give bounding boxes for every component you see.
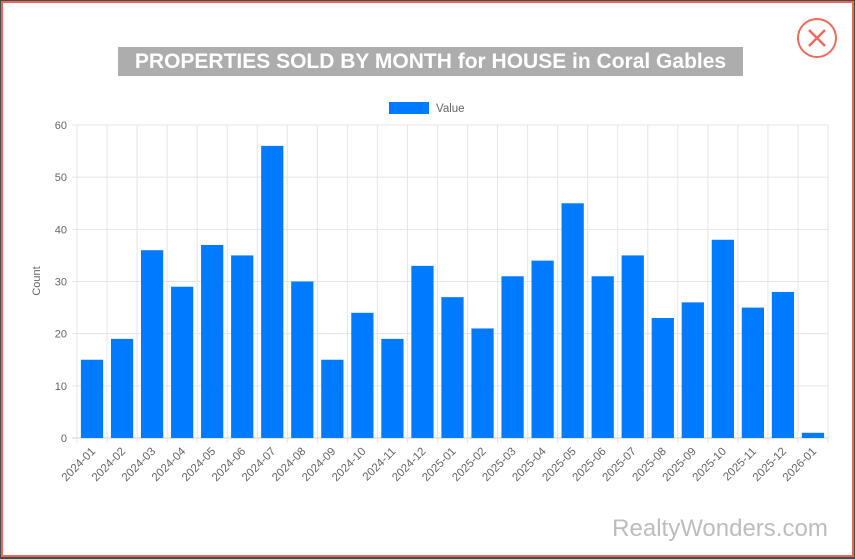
y-tick-label: 0	[61, 433, 67, 445]
bar	[110, 338, 134, 438]
close-button[interactable]	[797, 18, 837, 58]
bar	[351, 312, 374, 438]
legend-swatch	[389, 102, 429, 114]
legend-label: Value	[436, 103, 465, 115]
chart-title: PROPERTIES SOLD BY MONTH for HOUSE in Co…	[118, 47, 743, 76]
y-axis-label: Count	[31, 266, 43, 295]
bar	[591, 276, 614, 438]
bar	[201, 244, 224, 438]
bar	[471, 328, 494, 438]
bar	[231, 255, 254, 438]
bar	[741, 307, 765, 438]
bar	[531, 260, 554, 438]
y-tick-label: 50	[55, 172, 67, 184]
close-icon	[808, 29, 826, 47]
bar	[291, 281, 314, 438]
bar	[711, 239, 734, 438]
bar	[321, 359, 344, 438]
y-tick-label: 30	[55, 277, 67, 289]
bar	[140, 250, 164, 438]
bar	[501, 276, 524, 438]
bar	[411, 265, 434, 438]
bar	[261, 145, 284, 438]
bar	[651, 318, 674, 438]
bar	[681, 302, 704, 438]
y-tick-label: 20	[55, 329, 67, 341]
bar-chart: 01020304050602024-012024-022024-032024-0…	[31, 102, 829, 542]
bar	[561, 203, 584, 438]
bar	[621, 255, 644, 438]
bar	[771, 291, 795, 438]
bar	[171, 286, 194, 438]
bar	[801, 432, 825, 438]
bar	[80, 359, 104, 438]
bar	[441, 297, 464, 438]
y-tick-label: 40	[55, 224, 67, 236]
y-tick-label: 60	[55, 120, 67, 132]
bar	[381, 338, 404, 438]
watermark: RealtyWonders.com	[612, 515, 828, 542]
x-tick-label: 2026-01	[781, 446, 819, 484]
y-tick-label: 10	[55, 381, 67, 393]
